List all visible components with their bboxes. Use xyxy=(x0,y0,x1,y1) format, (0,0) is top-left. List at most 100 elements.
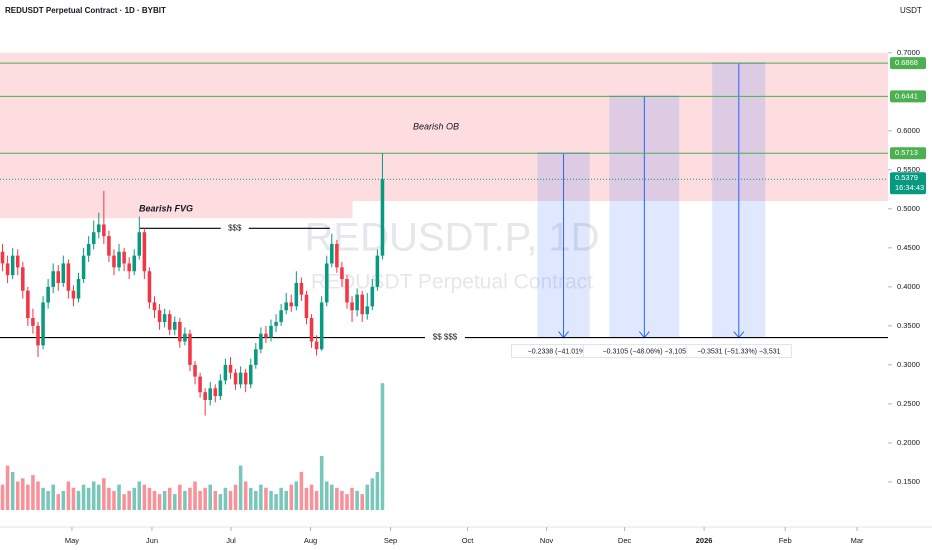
candle-body xyxy=(248,364,253,385)
candle-body xyxy=(370,286,375,307)
volume-bar xyxy=(309,484,314,510)
candle-body xyxy=(81,255,86,280)
volume-bar xyxy=(76,490,81,510)
candle-body xyxy=(172,321,177,330)
chart-title: REDUSDT Perpetual Contract · 1D · BYBIT xyxy=(5,6,166,15)
candle-body xyxy=(259,333,263,350)
candle-body xyxy=(91,232,96,244)
candle-body xyxy=(36,325,40,346)
y-tick-label: 0.7000 xyxy=(897,48,920,57)
level-tag xyxy=(890,147,926,160)
candle-body xyxy=(238,372,243,385)
volume-bar xyxy=(355,490,359,510)
candle-body xyxy=(117,251,121,268)
candle-body xyxy=(127,263,131,272)
candle-body xyxy=(61,263,66,283)
volume-bar xyxy=(218,494,223,510)
volume-bar xyxy=(319,456,324,510)
volume-bar xyxy=(5,465,10,510)
candle-body xyxy=(319,302,324,350)
volume-bar xyxy=(360,494,364,510)
plot: REDUSDT.P, 1D REDUSDT Perpetual Contract B… xyxy=(0,48,932,545)
volume-bar xyxy=(370,478,375,510)
x-tick-label: Jul xyxy=(226,536,236,545)
volume-bar xyxy=(71,487,76,510)
level-tag xyxy=(890,57,926,70)
volume-bar xyxy=(299,471,304,510)
volume-bar xyxy=(26,484,30,510)
candle-body xyxy=(350,302,354,311)
projection-label: −0.3105 (−48.06%) −3,105 xyxy=(603,348,687,355)
candle-body xyxy=(330,243,334,264)
candle-body xyxy=(360,294,364,315)
x-tick-label: Nov xyxy=(540,536,554,545)
candle-body xyxy=(137,232,142,256)
candle-body xyxy=(208,388,212,400)
volume-bar xyxy=(208,484,212,510)
candle-body xyxy=(142,232,147,272)
candle-body xyxy=(31,318,35,326)
volume-bar xyxy=(41,487,45,510)
volume-bar xyxy=(294,481,299,510)
last-price-label: 0.5379 xyxy=(895,173,918,182)
candle-body xyxy=(51,271,55,287)
volume-bar xyxy=(380,383,385,510)
candle-body xyxy=(46,286,50,303)
candle-body xyxy=(66,263,71,291)
candle-body xyxy=(254,349,258,365)
volume-bar xyxy=(132,487,137,510)
candle-body xyxy=(243,372,248,385)
liquidity-label: $$ $$$ xyxy=(433,333,458,342)
candle-body xyxy=(324,263,329,303)
countdown: 16:34:43 xyxy=(895,183,924,192)
volume-bar xyxy=(254,490,258,510)
y-tick-label: 0.2500 xyxy=(897,399,920,408)
candle-body xyxy=(203,392,207,400)
volume-bar xyxy=(152,490,157,510)
x-tick-label: May xyxy=(65,536,79,545)
volume-bar xyxy=(167,487,172,510)
volume-bar xyxy=(375,471,380,510)
volume-bar xyxy=(289,484,294,510)
y-tick-label: 0.5000 xyxy=(897,204,920,213)
volume-bar xyxy=(66,481,71,510)
candle-body xyxy=(167,314,172,330)
candle-body xyxy=(294,282,299,307)
volume-bar xyxy=(233,484,238,510)
y-tick-label: 0.6000 xyxy=(897,126,920,135)
x-tick-label: 2026 xyxy=(696,536,713,545)
volume-bar xyxy=(117,484,121,510)
volume-bar xyxy=(112,490,116,510)
volume-bar xyxy=(228,490,233,510)
level-tag xyxy=(890,90,926,103)
volume-bar xyxy=(56,494,61,510)
zone-label: Bearish OB xyxy=(413,121,459,131)
candle-body xyxy=(345,279,349,303)
candle-body xyxy=(375,255,380,287)
candle-body xyxy=(309,318,314,342)
candle-body xyxy=(21,267,25,291)
candle-body xyxy=(56,271,61,283)
volume-bar xyxy=(36,481,40,510)
volume-bar xyxy=(61,490,66,510)
volume-bar xyxy=(46,490,50,510)
y-tick-label: 0.2000 xyxy=(897,438,920,447)
y-tick-label: 0.1500 xyxy=(897,477,920,486)
candle-body xyxy=(188,333,192,365)
volume-bar xyxy=(193,481,197,510)
y-tick-label: 0.3000 xyxy=(897,360,920,369)
candle-body xyxy=(228,364,233,373)
candle-body xyxy=(86,243,91,256)
candle-body xyxy=(193,364,197,377)
candle-body xyxy=(107,236,111,256)
candle-body xyxy=(355,294,359,311)
candle-body xyxy=(97,224,101,233)
candle-body xyxy=(178,321,182,342)
volume-bar xyxy=(147,487,152,510)
candle-body xyxy=(10,255,15,276)
x-tick-label: Jun xyxy=(146,536,158,545)
candle-body xyxy=(218,380,223,397)
volume-bar xyxy=(340,490,344,510)
volume-bar xyxy=(162,490,167,510)
